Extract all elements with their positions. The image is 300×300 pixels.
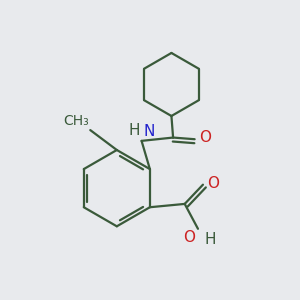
Text: H: H (128, 123, 140, 138)
Text: O: O (207, 176, 219, 190)
Text: O: O (199, 130, 211, 145)
Text: N: N (143, 124, 154, 139)
Text: H: H (205, 232, 216, 247)
Text: O: O (183, 230, 195, 245)
Text: CH₃: CH₃ (63, 114, 88, 128)
